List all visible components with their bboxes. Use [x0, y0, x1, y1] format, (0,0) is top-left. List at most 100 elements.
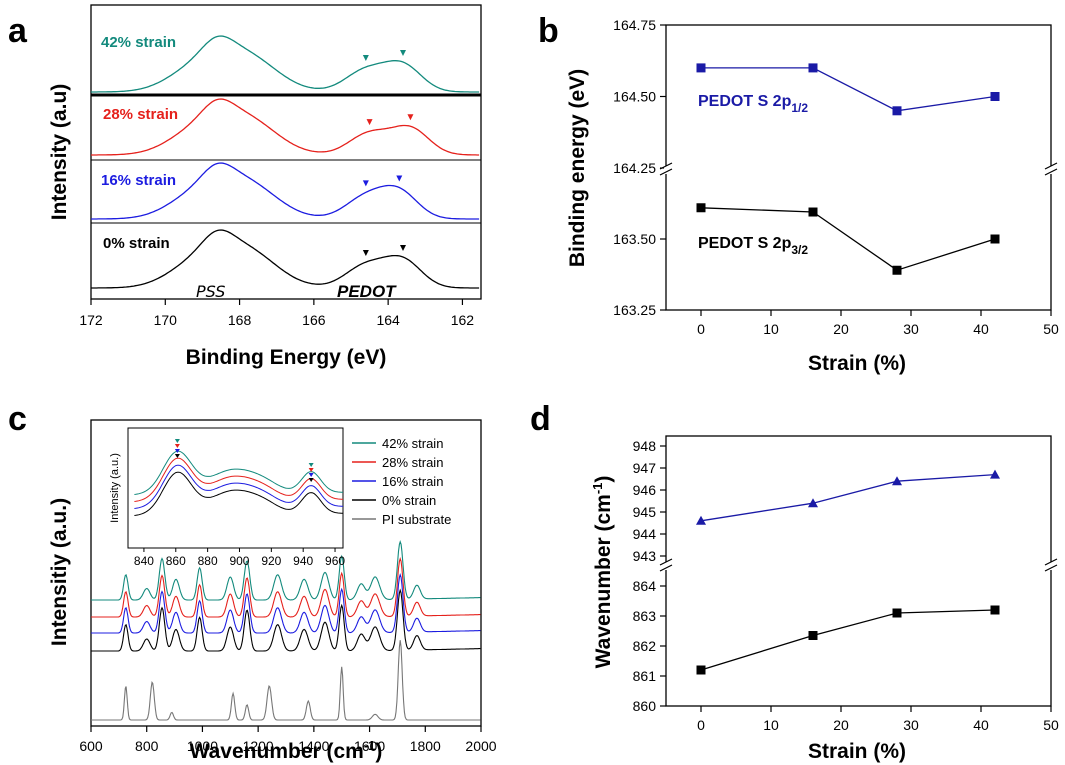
- x-tick-label: 166: [302, 312, 326, 328]
- peak-marker: [400, 50, 406, 57]
- panel-b: b 0 10 20 30 40 50 164.25 164.50 164.75 163.25 163…: [538, 12, 1059, 375]
- y-tick-label: 861: [633, 668, 657, 684]
- axis-break-mark: [1044, 558, 1058, 566]
- series-label-s2p12-sub: 1/2: [791, 101, 808, 115]
- panel-b-plot: [696, 63, 1000, 275]
- y-tick-label: 943: [633, 548, 657, 564]
- series-label-s2p12: PEDOT S 2p1/2: [698, 93, 808, 115]
- panel-d-plot: [696, 469, 1000, 675]
- x-tick-label: 168: [228, 312, 252, 328]
- panel-a: a 42% strain 28% strain 16% strain 0% st…: [8, 4, 482, 369]
- panel-b-axes: 0 10 20 30 40 50 164.25 164.50 164.75 163.25 163.5…: [613, 17, 1059, 337]
- panel-d-x-axis-label: Strain (%): [808, 740, 906, 763]
- series-line-0: [701, 67, 996, 112]
- y-tick-label: 163.50: [613, 231, 656, 247]
- x-tick-label: 40: [973, 321, 989, 337]
- y-tick-label: 164.75: [613, 17, 656, 33]
- peak-marker: [362, 180, 369, 187]
- data-point-triangle: [696, 515, 706, 525]
- y-tick-label: 864: [633, 578, 657, 594]
- inset-curve-0: [134, 450, 343, 495]
- inset-peak-marker: [308, 468, 314, 472]
- y-tick-label: 164.25: [613, 160, 656, 176]
- panel-c-curves: [91, 540, 481, 721]
- legend-label: 28% strain: [382, 455, 443, 470]
- pss-label: PSS: [196, 282, 225, 301]
- panel-b-y-axis-label: Binding energy (eV): [566, 69, 589, 267]
- panel-d-frame: [665, 435, 1052, 707]
- xps-curve-2: [91, 162, 480, 220]
- x-tick-label: 20: [833, 321, 849, 337]
- raman-curve-2: [91, 573, 481, 634]
- y-tick-label: 946: [633, 482, 657, 498]
- x-tick-label: 0: [697, 717, 705, 733]
- panel-d: d 0 10 20 30 40 50 943 944 945 946 947 948 860 861 862…: [530, 400, 1059, 763]
- x-tick-label: 1200: [243, 738, 274, 754]
- x-tick-label: 50: [1043, 717, 1059, 733]
- data-point-square: [892, 265, 902, 275]
- inset-peak-marker: [174, 449, 180, 453]
- panel-a-x-axis-label: Binding Energy (eV): [186, 346, 387, 369]
- panel-c-x-axis-label-end: ): [375, 740, 382, 763]
- data-point-square: [696, 203, 706, 213]
- legend-label: 0% strain: [382, 493, 436, 508]
- panel-c-y-axis-label: Intensitiy (a.u.): [48, 498, 71, 646]
- inset-x-tick-label: 880: [198, 554, 218, 568]
- x-tick-label: 20: [833, 717, 849, 733]
- panel-d-y-axis-label: Wavenumber (cm-1): [590, 476, 615, 669]
- x-tick-label: 800: [135, 738, 159, 754]
- panel-c-x-axis-label: Wavenumber (cm-1): [190, 738, 383, 763]
- series-label-0: 0% strain: [103, 235, 170, 252]
- inset-peak-marker: [174, 444, 180, 448]
- y-tick-label: 863: [633, 608, 657, 624]
- panel-b-label: b: [538, 12, 559, 50]
- raman-curve-0: [91, 540, 481, 601]
- x-tick-label: 10: [763, 717, 779, 733]
- x-tick-label: 10: [763, 321, 779, 337]
- legend-label: 42% strain: [382, 436, 443, 451]
- series-label-s2p32-sub: 3/2: [791, 243, 808, 257]
- raman-curve-4: [91, 640, 481, 721]
- panel-c-inset: 840 860 880 900 920 940 960 Intensity (a.u.): [109, 427, 345, 568]
- panel-a-label: a: [8, 12, 28, 50]
- xps-curve-3: [91, 229, 480, 289]
- x-tick-label: 0: [697, 321, 705, 337]
- inset-peak-marker: [174, 454, 180, 458]
- x-tick-label: 40: [973, 717, 989, 733]
- inset-x-tick-label: 860: [166, 554, 186, 568]
- data-point-square: [892, 608, 902, 618]
- panel-b-x-axis-label: Strain (%): [808, 352, 906, 375]
- series-label-s2p12-main: PEDOT S 2p: [698, 93, 792, 110]
- x-tick-label: 30: [903, 717, 919, 733]
- panel-d-label: d: [530, 400, 551, 438]
- inset-y-axis-label: Intensity (a.u.): [109, 453, 121, 523]
- axis-break-gap: [664, 562, 668, 570]
- series-line-0: [700, 473, 996, 522]
- x-tick-label: 170: [154, 312, 178, 328]
- series-label-28: 28% strain: [103, 106, 178, 123]
- x-tick-label: 2000: [465, 738, 496, 754]
- series-label-16: 16% strain: [101, 172, 176, 189]
- axis-break-mark: [659, 162, 673, 170]
- x-tick-label: 50: [1043, 321, 1059, 337]
- inset-peak-marker: [174, 439, 180, 443]
- inset-curve-2: [134, 464, 343, 509]
- data-point-square: [990, 234, 1000, 244]
- inset-curve-3: [134, 471, 343, 516]
- inset-x-tick-label: 840: [134, 554, 154, 568]
- inset-x-tick-label: 940: [293, 554, 313, 568]
- x-tick-label: 172: [79, 312, 103, 328]
- series-label-42: 42% strain: [101, 34, 176, 51]
- pedot-label: PEDOT: [337, 282, 397, 301]
- series-label-s2p32: PEDOT S 2p3/2: [698, 235, 808, 257]
- y-tick-label: 163.25: [613, 302, 656, 318]
- y-tick-label: 164.50: [613, 89, 656, 105]
- panel-a-peak-markers: [362, 50, 414, 257]
- panel-c-frame: [90, 419, 482, 727]
- panel-a-y-axis-label: Intensity (a.u): [48, 84, 71, 221]
- data-point-triangle: [892, 476, 902, 486]
- legend-label: PI substrate: [382, 512, 451, 527]
- x-tick-label: 1600: [354, 738, 385, 754]
- y-tick-label: 860: [633, 698, 657, 714]
- legend-label: 16% strain: [382, 474, 443, 489]
